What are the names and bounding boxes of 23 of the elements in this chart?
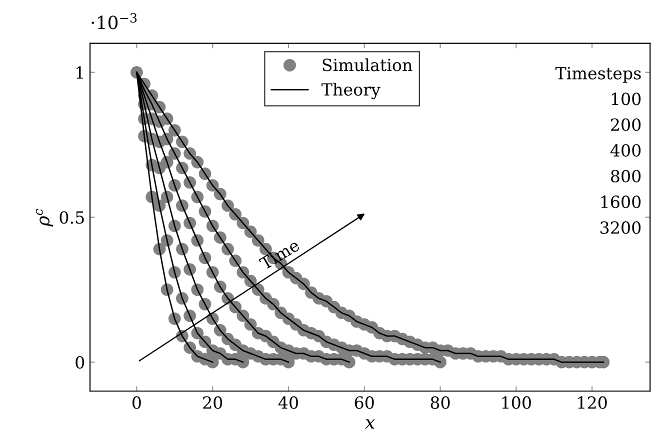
x-tick-label: 20	[203, 396, 222, 409]
annotation: Time	[258, 238, 300, 270]
annotation: 400	[610, 144, 641, 157]
y-axis-title: ρ$^{c}$	[36, 208, 54, 227]
x-axis-title: x	[365, 419, 375, 429]
text: ·10$^{−3}$	[92, 13, 137, 30]
annotation: 200	[611, 118, 641, 131]
x-tick-label: 0	[132, 396, 141, 409]
x-tick-label: 80	[430, 396, 450, 409]
annotation: 100	[612, 92, 641, 106]
y-tick-label: 0	[76, 356, 84, 369]
x-tick-label: 100	[502, 396, 531, 409]
annotation: 1600	[601, 196, 641, 208]
annotation: Timesteps	[555, 66, 641, 83]
x-tick-label: 120	[578, 396, 607, 409]
y-tick-label: 1	[76, 66, 83, 79]
y-tick-label: 0.5	[60, 211, 84, 224]
x-tick-label: 40	[278, 396, 298, 409]
annotation: 3200	[600, 221, 641, 234]
legend-label: Theory	[322, 82, 380, 100]
x-tick-label: 60	[354, 396, 374, 409]
annotation: 800	[610, 170, 641, 182]
legend-label: Simulation	[322, 58, 412, 72]
